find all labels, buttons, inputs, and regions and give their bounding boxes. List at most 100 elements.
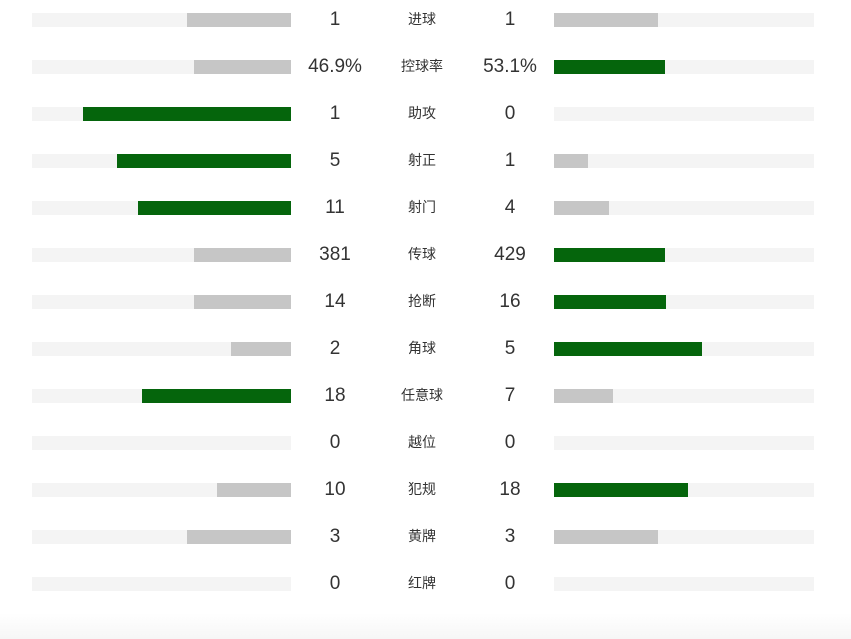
away-stat-bar: [554, 60, 665, 74]
away-stat-track: [554, 389, 814, 403]
away-stat-value: 4: [504, 197, 516, 218]
home-stat-bar: [83, 107, 291, 121]
away-stat-bar: [554, 295, 666, 309]
home-stat-bar: [217, 483, 291, 497]
home-stat-value: 381: [319, 244, 351, 265]
away-stat-bar: [554, 201, 609, 215]
home-stat-bar: [194, 60, 291, 74]
stat-label: 黄牌: [408, 529, 436, 545]
home-stat-track: [32, 13, 291, 27]
away-stat-value: 18: [499, 479, 521, 500]
stat-label: 射门: [408, 200, 436, 216]
home-stat-track: [32, 201, 291, 215]
away-stat-bar: [554, 342, 702, 356]
stat-row: 46.9% 控球率 53.1%: [0, 56, 851, 77]
away-stat-value: 0: [504, 573, 516, 594]
home-stat-track: [32, 60, 291, 74]
stat-row: 381 传球 429: [0, 244, 851, 265]
home-stat-value: 14: [324, 291, 346, 312]
away-stat-track: [554, 201, 814, 215]
home-stat-bar: [187, 530, 291, 544]
away-stat-value: 0: [504, 432, 516, 453]
home-stat-bar: [194, 295, 291, 309]
stat-row: 1 助攻 0: [0, 103, 851, 124]
home-stat-track: [32, 248, 291, 262]
stat-row: 10 犯规 18: [0, 479, 851, 500]
stat-label: 越位: [408, 435, 436, 451]
home-stat-track: [32, 342, 291, 356]
away-stat-track: [554, 248, 814, 262]
away-stat-bar: [554, 483, 688, 497]
away-stat-track: [554, 342, 814, 356]
stat-label: 射正: [408, 153, 436, 169]
home-stat-track: [32, 483, 291, 497]
away-stat-value: 53.1%: [483, 56, 537, 77]
away-stat-value: 0: [504, 103, 516, 124]
home-stat-track: [32, 389, 291, 403]
stat-row: 0 越位 0: [0, 432, 851, 453]
away-stat-track: [554, 295, 814, 309]
home-stat-track: [32, 530, 291, 544]
home-stat-track: [32, 295, 291, 309]
home-stat-track: [32, 436, 291, 450]
stat-row: 18 任意球 7: [0, 385, 851, 406]
stat-label: 角球: [408, 341, 436, 357]
away-stat-value: 16: [499, 291, 521, 312]
stat-row: 14 抢断 16: [0, 291, 851, 312]
stat-row: 2 角球 5: [0, 338, 851, 359]
stat-row: 1 进球 1: [0, 9, 851, 30]
home-stat-value: 3: [329, 526, 341, 547]
away-stat-track: [554, 107, 814, 121]
away-stat-value: 429: [494, 244, 526, 265]
away-stat-bar: [554, 154, 588, 168]
away-stat-track: [554, 436, 814, 450]
away-stat-value: 1: [504, 150, 516, 171]
away-stat-bar: [554, 13, 658, 27]
stat-label: 红牌: [408, 576, 436, 592]
home-stat-value: 1: [329, 103, 341, 124]
away-stat-value: 3: [504, 526, 516, 547]
home-stat-bar: [194, 248, 291, 262]
stat-label: 犯规: [408, 482, 436, 498]
away-stat-track: [554, 60, 814, 74]
home-stat-value: 5: [329, 150, 341, 171]
away-stat-track: [554, 154, 814, 168]
stat-label: 控球率: [401, 59, 443, 75]
home-stat-value: 46.9%: [308, 56, 362, 77]
home-stat-track: [32, 107, 291, 121]
home-stat-bar: [187, 13, 291, 27]
stat-label: 助攻: [408, 106, 436, 122]
home-stat-value: 1: [329, 9, 341, 30]
away-stat-value: 1: [504, 9, 516, 30]
home-stat-bar: [231, 342, 291, 356]
stat-label: 任意球: [401, 388, 443, 404]
away-stat-track: [554, 483, 814, 497]
home-stat-track: [32, 154, 291, 168]
away-stat-value: 5: [504, 338, 516, 359]
home-stat-value: 0: [329, 432, 341, 453]
stat-label: 进球: [408, 12, 436, 28]
home-stat-value: 10: [324, 479, 346, 500]
away-stat-track: [554, 530, 814, 544]
stat-label: 传球: [408, 247, 436, 263]
stat-row: 0 红牌 0: [0, 573, 851, 594]
stat-row: 5 射正 1: [0, 150, 851, 171]
bottom-fade: [0, 613, 851, 639]
away-stat-track: [554, 577, 814, 591]
home-stat-value: 2: [329, 338, 341, 359]
away-stat-bar: [554, 248, 665, 262]
stat-label: 抢断: [408, 294, 436, 310]
stat-row: 11 射门 4: [0, 197, 851, 218]
away-stat-bar: [554, 389, 613, 403]
home-stat-bar: [138, 201, 291, 215]
away-stat-value: 7: [504, 385, 516, 406]
home-stat-bar: [142, 389, 291, 403]
home-stat-value: 0: [329, 573, 341, 594]
away-stat-bar: [554, 530, 658, 544]
home-stat-bar: [117, 154, 291, 168]
away-stat-track: [554, 13, 814, 27]
home-stat-value: 18: [324, 385, 346, 406]
home-stat-value: 11: [325, 197, 345, 218]
stat-row: 3 黄牌 3: [0, 526, 851, 547]
home-stat-track: [32, 577, 291, 591]
